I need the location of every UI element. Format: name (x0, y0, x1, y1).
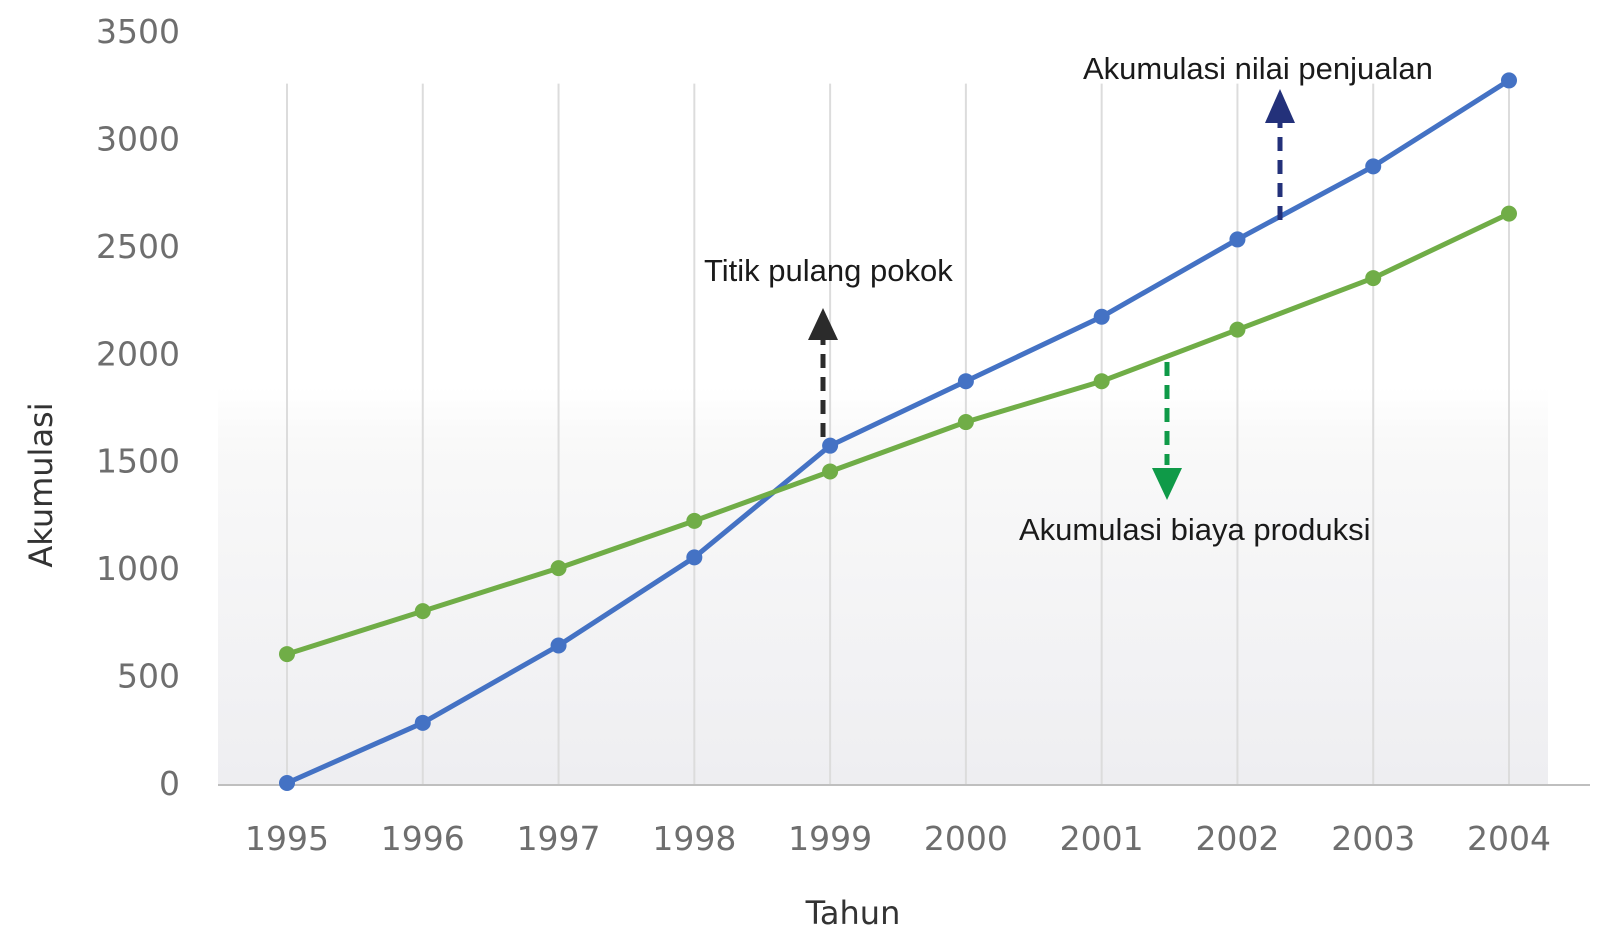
cost-point (414, 603, 431, 620)
x-tick-label: 2000 (924, 819, 1008, 858)
gridlines (286, 83, 1510, 785)
series-lines (284, 77, 1512, 786)
cost-line (284, 211, 1512, 657)
y-tick-label: 1500 (96, 442, 180, 481)
x-tick-label: 1998 (652, 819, 736, 858)
cost-point (1365, 270, 1382, 287)
y-tick-label: 3500 (96, 12, 180, 51)
annotation-sales: Akumulasi nilai penjualan (1083, 51, 1433, 220)
y-tick-label: 1000 (96, 549, 180, 588)
sales-point (957, 373, 974, 390)
sales-point (414, 714, 431, 731)
sales-point (550, 637, 567, 654)
x-tick-label: 1996 (381, 819, 465, 858)
cost-point (550, 560, 567, 577)
cost-point (1501, 205, 1517, 222)
cost-point (686, 512, 703, 529)
y-tick-label: 3000 (96, 119, 180, 158)
y-tick-label: 0 (159, 764, 180, 803)
annotation-sales-arrow-head (1265, 89, 1295, 123)
cost-point (1229, 321, 1246, 338)
annotation-sales-label: Akumulasi nilai penjualan (1083, 51, 1433, 86)
annotation-cost-arrow-head (1152, 468, 1182, 500)
sales-point (1501, 72, 1517, 89)
sales-point (686, 549, 703, 566)
y-tick-label: 2500 (96, 227, 180, 266)
y-tick-label: 500 (117, 657, 180, 696)
cost-point (957, 414, 974, 431)
x-tick-label: 2004 (1467, 819, 1551, 858)
cost-point (822, 463, 839, 480)
annotation-cost: Akumulasi biaya produksi (1019, 362, 1371, 547)
plot-area (218, 20, 1548, 785)
sales-point (822, 437, 839, 454)
x-tick-label: 1997 (517, 819, 601, 858)
x-tick-label: 2002 (1195, 819, 1279, 858)
sales-point (1229, 231, 1246, 248)
annotation-break-even-arrow-head (808, 308, 838, 340)
annotation-break-even: Titik pulang pokok (704, 253, 953, 437)
sales-line (284, 77, 1512, 786)
x-axis-ticks: 1995 1996 1997 1998 1999 2000 2001 2002 2003 2004 (245, 819, 1551, 858)
x-tick-label: 2003 (1331, 819, 1415, 858)
y-tick-label: 2000 (96, 334, 180, 373)
annotation-cost-label: Akumulasi biaya produksi (1019, 512, 1371, 547)
x-tick-label: 2001 (1060, 819, 1144, 858)
cost-point (1093, 373, 1110, 390)
x-axis-title: Tahun (805, 894, 901, 932)
x-tick-label: 1995 (245, 819, 329, 858)
x-tick-label: 1999 (788, 819, 872, 858)
sales-point (1365, 158, 1382, 175)
y-axis-title: Akumulasi (22, 402, 60, 567)
annotation-break-even-label: Titik pulang pokok (704, 253, 953, 288)
sales-point (1093, 308, 1110, 325)
cost-point (279, 646, 295, 663)
sales-point (279, 775, 295, 791)
series-points (279, 72, 1517, 791)
y-axis-ticks: 0 500 1000 1500 2000 2500 3000 3500 (96, 12, 180, 803)
